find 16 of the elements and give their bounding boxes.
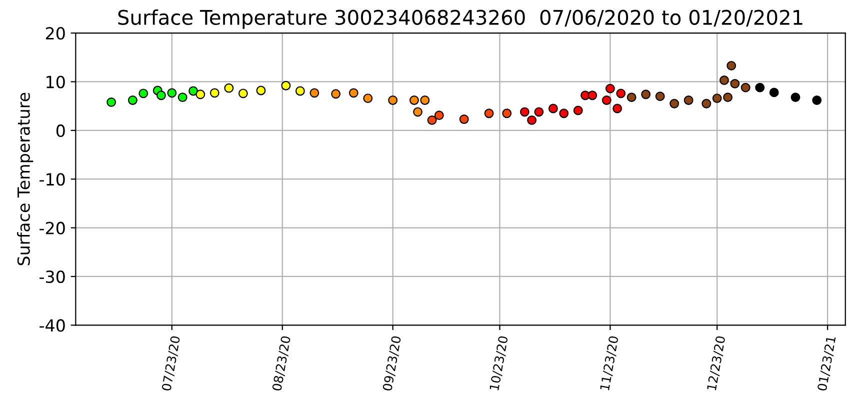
y-tick-label: 20 (46, 27, 65, 40)
y-tick-label: -20 (40, 222, 65, 234)
y-tick-label: -40 (40, 319, 65, 332)
x-tick-label: 01/23/21 (817, 336, 837, 392)
y-tick-label: -10 (40, 173, 65, 186)
x-tick-label: 08/23/20 (272, 336, 292, 392)
x-tick-label: 12/23/20 (706, 336, 726, 391)
x-tick-label: 10/23/20 (489, 336, 509, 391)
y-tick-label: 10 (46, 76, 65, 88)
x-tick-label: 09/23/20 (382, 336, 402, 392)
chart-title: Surface Temperature 300234068243260 07/06/2020 to 01/20/2021 (118, 9, 802, 29)
y-tick-label: -30 (40, 270, 65, 284)
y-axis-title: Surface Temperature (17, 92, 34, 266)
y-tick-label: 0 (56, 124, 65, 137)
x-tick-label: 07/23/20 (161, 336, 182, 392)
x-tick-label: 11/23/20 (600, 336, 620, 391)
